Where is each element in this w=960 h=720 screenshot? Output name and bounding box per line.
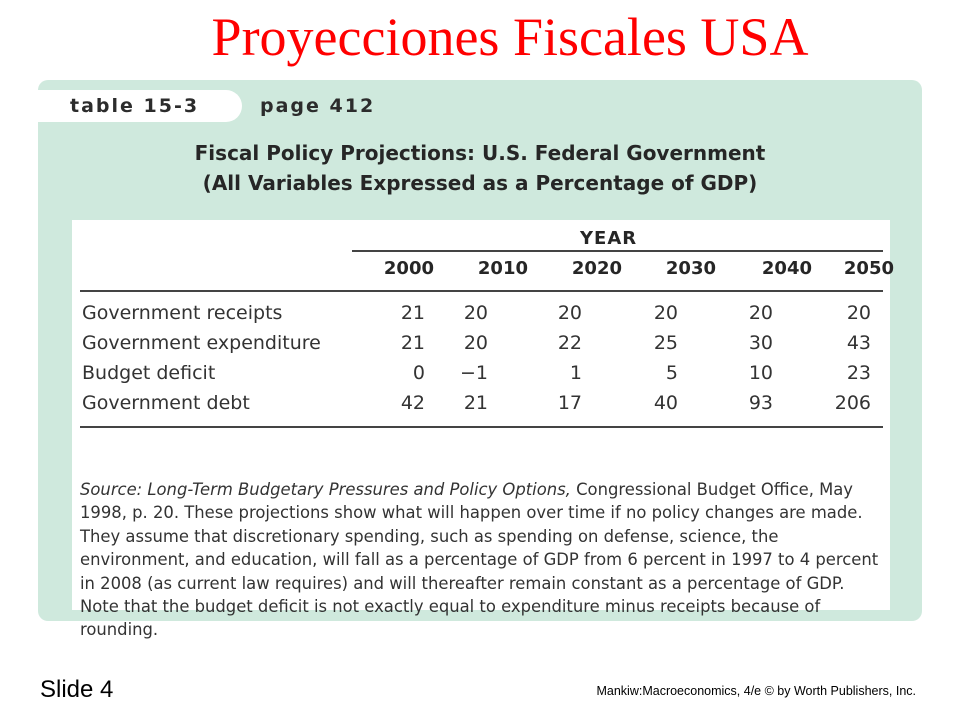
source-publication-title: Long-Term Budgetary Pressures and Policy… [147, 480, 571, 499]
table-cell: 43 [846, 332, 871, 354]
data-table: YEAR 2000 2010 2020 2030 2040 2050 Gover… [72, 220, 894, 639]
row-label: Government receipts [82, 302, 283, 324]
column-header: 2020 [571, 258, 622, 279]
publisher-credit: Mankiw:Macroeconomics, 4/e © by Worth Pu… [596, 684, 916, 698]
table-cell: 17 [557, 392, 582, 414]
table-row: Government receipts 21 20 20 20 20 20 [80, 302, 883, 332]
table-cell: 1 [569, 362, 582, 384]
table-number-tab: table 15-3 [38, 90, 242, 122]
table-cell: 21 [400, 302, 425, 324]
table-cell: 10 [748, 362, 773, 384]
table-title-line-2: (All Variables Expressed as a Percentage… [202, 171, 758, 195]
source-prefix: Source: [80, 480, 148, 499]
table-row: Budget deficit 0 −1 1 5 10 23 [80, 362, 883, 392]
source-body: Congressional Budget Office, May 1998, p… [80, 480, 879, 640]
table-cell: 206 [834, 392, 871, 414]
table-cell: 0 [412, 362, 425, 384]
table-title-line-1: Fiscal Policy Projections: U.S. Federal … [194, 141, 766, 165]
table-cell: 20 [846, 302, 871, 324]
year-group-header: YEAR [580, 228, 638, 249]
table-cell: 21 [400, 332, 425, 354]
column-header: 2050 [843, 258, 894, 279]
column-header: 2010 [477, 258, 528, 279]
table-cell: 22 [557, 332, 582, 354]
table-cell: 20 [557, 302, 582, 324]
table-cell: 20 [463, 302, 488, 324]
column-header-rule [80, 290, 883, 292]
table-cell: 40 [653, 392, 678, 414]
table-cell: 25 [653, 332, 678, 354]
column-header: 2000 [383, 258, 434, 279]
table-bottom-rule [80, 426, 883, 428]
table-cell: 30 [748, 332, 773, 354]
row-label: Government debt [82, 392, 250, 414]
table-cell: 21 [463, 392, 488, 414]
page-reference: page 412 [260, 95, 376, 117]
row-label: Budget deficit [82, 362, 216, 384]
table-cell: 42 [400, 392, 425, 414]
column-header: 2030 [665, 258, 716, 279]
slide-title: Proyecciones Fiscales USA [211, 7, 809, 67]
slide-number: Slide 4 [40, 676, 114, 703]
column-header: 2040 [761, 258, 812, 279]
table-row: Government debt 42 21 17 40 93 206 [80, 392, 883, 422]
header-rule [352, 250, 883, 252]
table-cell: 20 [653, 302, 678, 324]
table-row: Government expenditure 21 20 22 25 30 43 [80, 332, 883, 362]
source-note: Source: Long-Term Budgetary Pressures an… [80, 478, 880, 642]
table-panel: table 15-3 page 412 Fiscal Policy Projec… [38, 80, 922, 639]
table-cell: −1 [459, 362, 488, 384]
row-label: Government expenditure [82, 332, 321, 354]
table-cell: 93 [748, 392, 773, 414]
table-cell: 5 [665, 362, 678, 384]
table-cell: 20 [463, 332, 488, 354]
table-title: Fiscal Policy Projections: U.S. Federal … [38, 138, 922, 198]
table-cell: 20 [748, 302, 773, 324]
table-cell: 23 [846, 362, 871, 384]
